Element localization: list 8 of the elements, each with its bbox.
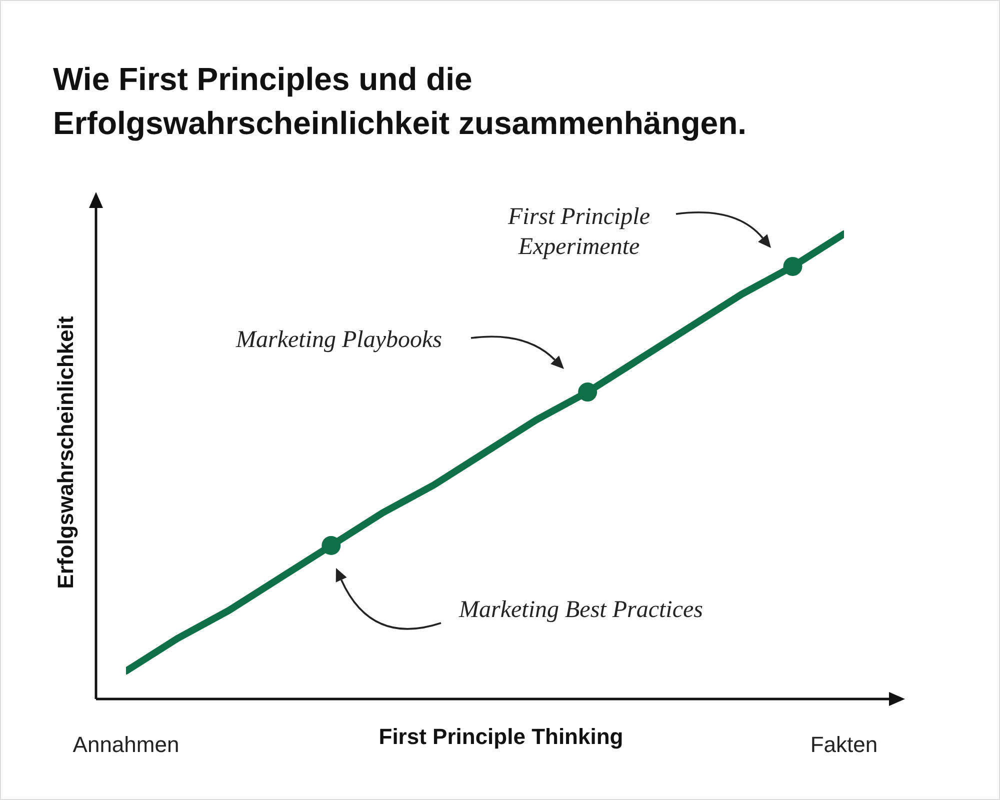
annotation: Marketing Playbooks: [235, 327, 442, 353]
x-tick-label: Fakten: [810, 732, 878, 757]
y-axis-title: Erfolgswahrscheinlichkeit: [53, 316, 78, 589]
x-tick-label: Annahmen: [72, 732, 180, 757]
annotation: First Principle Experimente: [507, 204, 650, 260]
x-axis-title: First Principle Thinking: [378, 724, 624, 749]
chart-title: Wie First Principles und die Erfolgswahrscheinlichkeit zusammenhängen.: [53, 60, 747, 143]
annotation: Marketing Best Practices: [458, 597, 703, 623]
